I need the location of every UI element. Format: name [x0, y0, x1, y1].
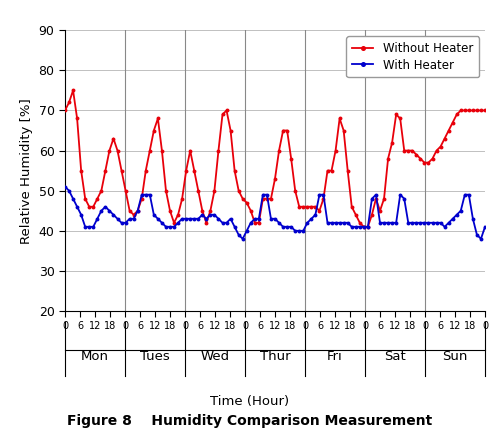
- Text: Wed: Wed: [200, 350, 230, 363]
- Without Heater: [66, 100, 72, 105]
- Text: Tues: Tues: [140, 350, 170, 363]
- With Heater: [248, 220, 254, 226]
- Y-axis label: Relative Humidity [%]: Relative Humidity [%]: [20, 98, 33, 244]
- Without Heater: [377, 208, 383, 213]
- Text: Sun: Sun: [442, 350, 468, 363]
- Without Heater: [62, 108, 68, 113]
- Line: With Heater: With Heater: [63, 185, 487, 241]
- Text: Fri: Fri: [327, 350, 343, 363]
- With Heater: [240, 236, 246, 241]
- With Heater: [66, 188, 72, 193]
- Without Heater: [361, 224, 367, 229]
- Text: Thur: Thur: [260, 350, 290, 363]
- Without Heater: [70, 88, 76, 93]
- Without Heater: [248, 208, 254, 213]
- With Heater: [482, 224, 488, 229]
- Without Heater: [482, 108, 488, 113]
- Text: Time (Hour): Time (Hour): [210, 395, 290, 408]
- Without Heater: [228, 128, 234, 133]
- With Heater: [373, 192, 379, 197]
- Text: Sat: Sat: [384, 350, 406, 363]
- With Heater: [62, 184, 68, 189]
- Text: Figure 8    Humidity Comparison Measurement: Figure 8 Humidity Comparison Measurement: [68, 414, 432, 428]
- With Heater: [118, 220, 124, 226]
- Without Heater: [122, 188, 128, 193]
- With Heater: [369, 196, 375, 201]
- With Heater: [478, 236, 484, 241]
- Line: Without Heater: Without Heater: [63, 89, 487, 229]
- Legend: Without Heater, With Heater: Without Heater, With Heater: [346, 36, 479, 77]
- Text: Mon: Mon: [81, 350, 109, 363]
- Without Heater: [373, 196, 379, 201]
